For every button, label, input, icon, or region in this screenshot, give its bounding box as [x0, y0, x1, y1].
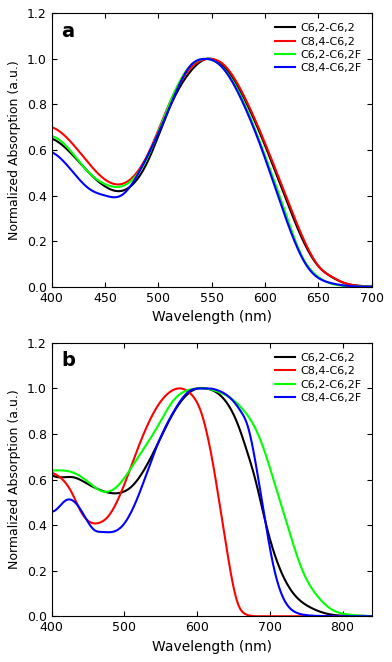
C6,2-C6,2: [49, 134, 54, 142]
Line: C6,2-C6,2: C6,2-C6,2: [52, 388, 372, 616]
C6,2-C6,2F: [203, 55, 208, 63]
C8,4-C6,2: [244, 610, 249, 618]
C6,2-C6,2F: [254, 426, 258, 434]
C8,4-C6,2: [132, 172, 136, 180]
C6,2-C6,2: [325, 610, 330, 618]
Line: C8,4-C6,2F: C8,4-C6,2F: [52, 389, 372, 616]
C8,4-C6,2F: [49, 508, 54, 516]
Y-axis label: Normalized Absorption (a.u.): Normalized Absorption (a.u.): [8, 390, 21, 569]
C8,4-C6,2F: [194, 57, 199, 65]
C6,2-C6,2: [69, 473, 74, 481]
C8,4-C6,2: [291, 211, 296, 218]
C8,4-C6,2: [49, 123, 54, 131]
C6,2-C6,2: [369, 612, 374, 620]
C6,2-C6,2F: [244, 410, 249, 418]
C6,2-C6,2: [194, 61, 199, 69]
C6,2-C6,2F: [69, 468, 74, 476]
C8,4-C6,2: [49, 469, 54, 477]
C6,2-C6,2F: [369, 283, 374, 291]
C8,4-C6,2: [263, 142, 268, 150]
C6,2-C6,2: [292, 591, 297, 599]
C8,4-C6,2F: [203, 55, 207, 63]
C6,2-C6,2F: [194, 57, 199, 65]
Line: C8,4-C6,2: C8,4-C6,2: [52, 389, 372, 616]
C8,4-C6,2F: [361, 283, 366, 291]
C8,4-C6,2F: [106, 193, 111, 201]
Text: a: a: [61, 22, 74, 40]
C8,4-C6,2F: [263, 157, 268, 165]
C8,4-C6,2F: [238, 94, 243, 102]
X-axis label: Wavelength (nm): Wavelength (nm): [152, 310, 272, 324]
C8,4-C6,2F: [333, 612, 338, 620]
C8,4-C6,2: [207, 55, 212, 63]
C8,4-C6,2: [369, 283, 374, 291]
Y-axis label: Normalized Absorption (a.u.): Normalized Absorption (a.u.): [8, 60, 21, 240]
C6,2-C6,2: [263, 144, 268, 152]
Line: C6,2-C6,2F: C6,2-C6,2F: [52, 389, 372, 616]
C6,2-C6,2: [106, 184, 111, 192]
C6,2-C6,2: [369, 283, 374, 291]
C6,2-C6,2F: [291, 231, 296, 239]
C6,2-C6,2F: [132, 174, 136, 182]
C6,2-C6,2F: [369, 612, 374, 620]
C6,2-C6,2F: [325, 602, 330, 610]
C6,2-C6,2F: [49, 467, 54, 475]
C6,2-C6,2F: [263, 154, 268, 162]
C8,4-C6,2: [238, 85, 243, 93]
C6,2-C6,2F: [236, 401, 240, 408]
C8,4-C6,2: [194, 59, 199, 67]
C6,2-C6,2: [238, 88, 243, 96]
C6,2-C6,2: [244, 445, 249, 453]
C8,4-C6,2: [369, 612, 374, 620]
C8,4-C6,2F: [292, 608, 297, 616]
C8,4-C6,2F: [254, 461, 258, 469]
C8,4-C6,2F: [205, 385, 210, 393]
C8,4-C6,2: [254, 612, 258, 620]
C8,4-C6,2F: [132, 177, 136, 185]
X-axis label: Wavelength (nm): Wavelength (nm): [152, 639, 272, 653]
C6,2-C6,2F: [106, 181, 111, 189]
C6,2-C6,2: [132, 179, 136, 187]
C8,4-C6,2: [256, 612, 261, 620]
C6,2-C6,2F: [292, 545, 297, 553]
C6,2-C6,2: [199, 384, 204, 392]
C6,2-C6,2: [207, 54, 212, 62]
C8,4-C6,2: [293, 612, 298, 620]
C6,2-C6,2: [49, 471, 54, 479]
C8,4-C6,2F: [236, 403, 240, 411]
Legend: C6,2-C6,2, C8,4-C6,2, C6,2-C6,2F, C8,4-C6,2F: C6,2-C6,2, C8,4-C6,2, C6,2-C6,2F, C8,4-C…: [270, 19, 366, 77]
C6,2-C6,2: [236, 420, 240, 428]
C6,2-C6,2F: [238, 92, 243, 100]
C8,4-C6,2: [177, 385, 182, 393]
Line: C6,2-C6,2F: C6,2-C6,2F: [52, 59, 372, 287]
Line: C8,4-C6,2: C8,4-C6,2: [52, 59, 372, 287]
C8,4-C6,2: [326, 612, 330, 620]
C8,4-C6,2F: [369, 283, 374, 291]
C8,4-C6,2: [106, 177, 111, 185]
C8,4-C6,2: [69, 488, 74, 496]
C6,2-C6,2: [254, 478, 258, 486]
C6,2-C6,2F: [200, 385, 204, 393]
C8,4-C6,2: [236, 600, 240, 608]
Line: C8,4-C6,2F: C8,4-C6,2F: [52, 59, 372, 287]
C8,4-C6,2F: [49, 148, 54, 156]
C8,4-C6,2F: [369, 612, 374, 620]
C8,4-C6,2F: [291, 234, 296, 242]
Legend: C6,2-C6,2, C8,4-C6,2, C6,2-C6,2F, C8,4-C6,2F: C6,2-C6,2, C8,4-C6,2, C6,2-C6,2F, C8,4-C…: [270, 348, 366, 407]
C8,4-C6,2F: [244, 418, 249, 426]
C8,4-C6,2F: [69, 496, 74, 504]
Text: b: b: [61, 351, 75, 370]
C8,4-C6,2F: [325, 612, 330, 620]
C6,2-C6,2F: [49, 132, 54, 140]
C6,2-C6,2: [291, 213, 296, 221]
Line: C6,2-C6,2: C6,2-C6,2: [52, 58, 372, 287]
